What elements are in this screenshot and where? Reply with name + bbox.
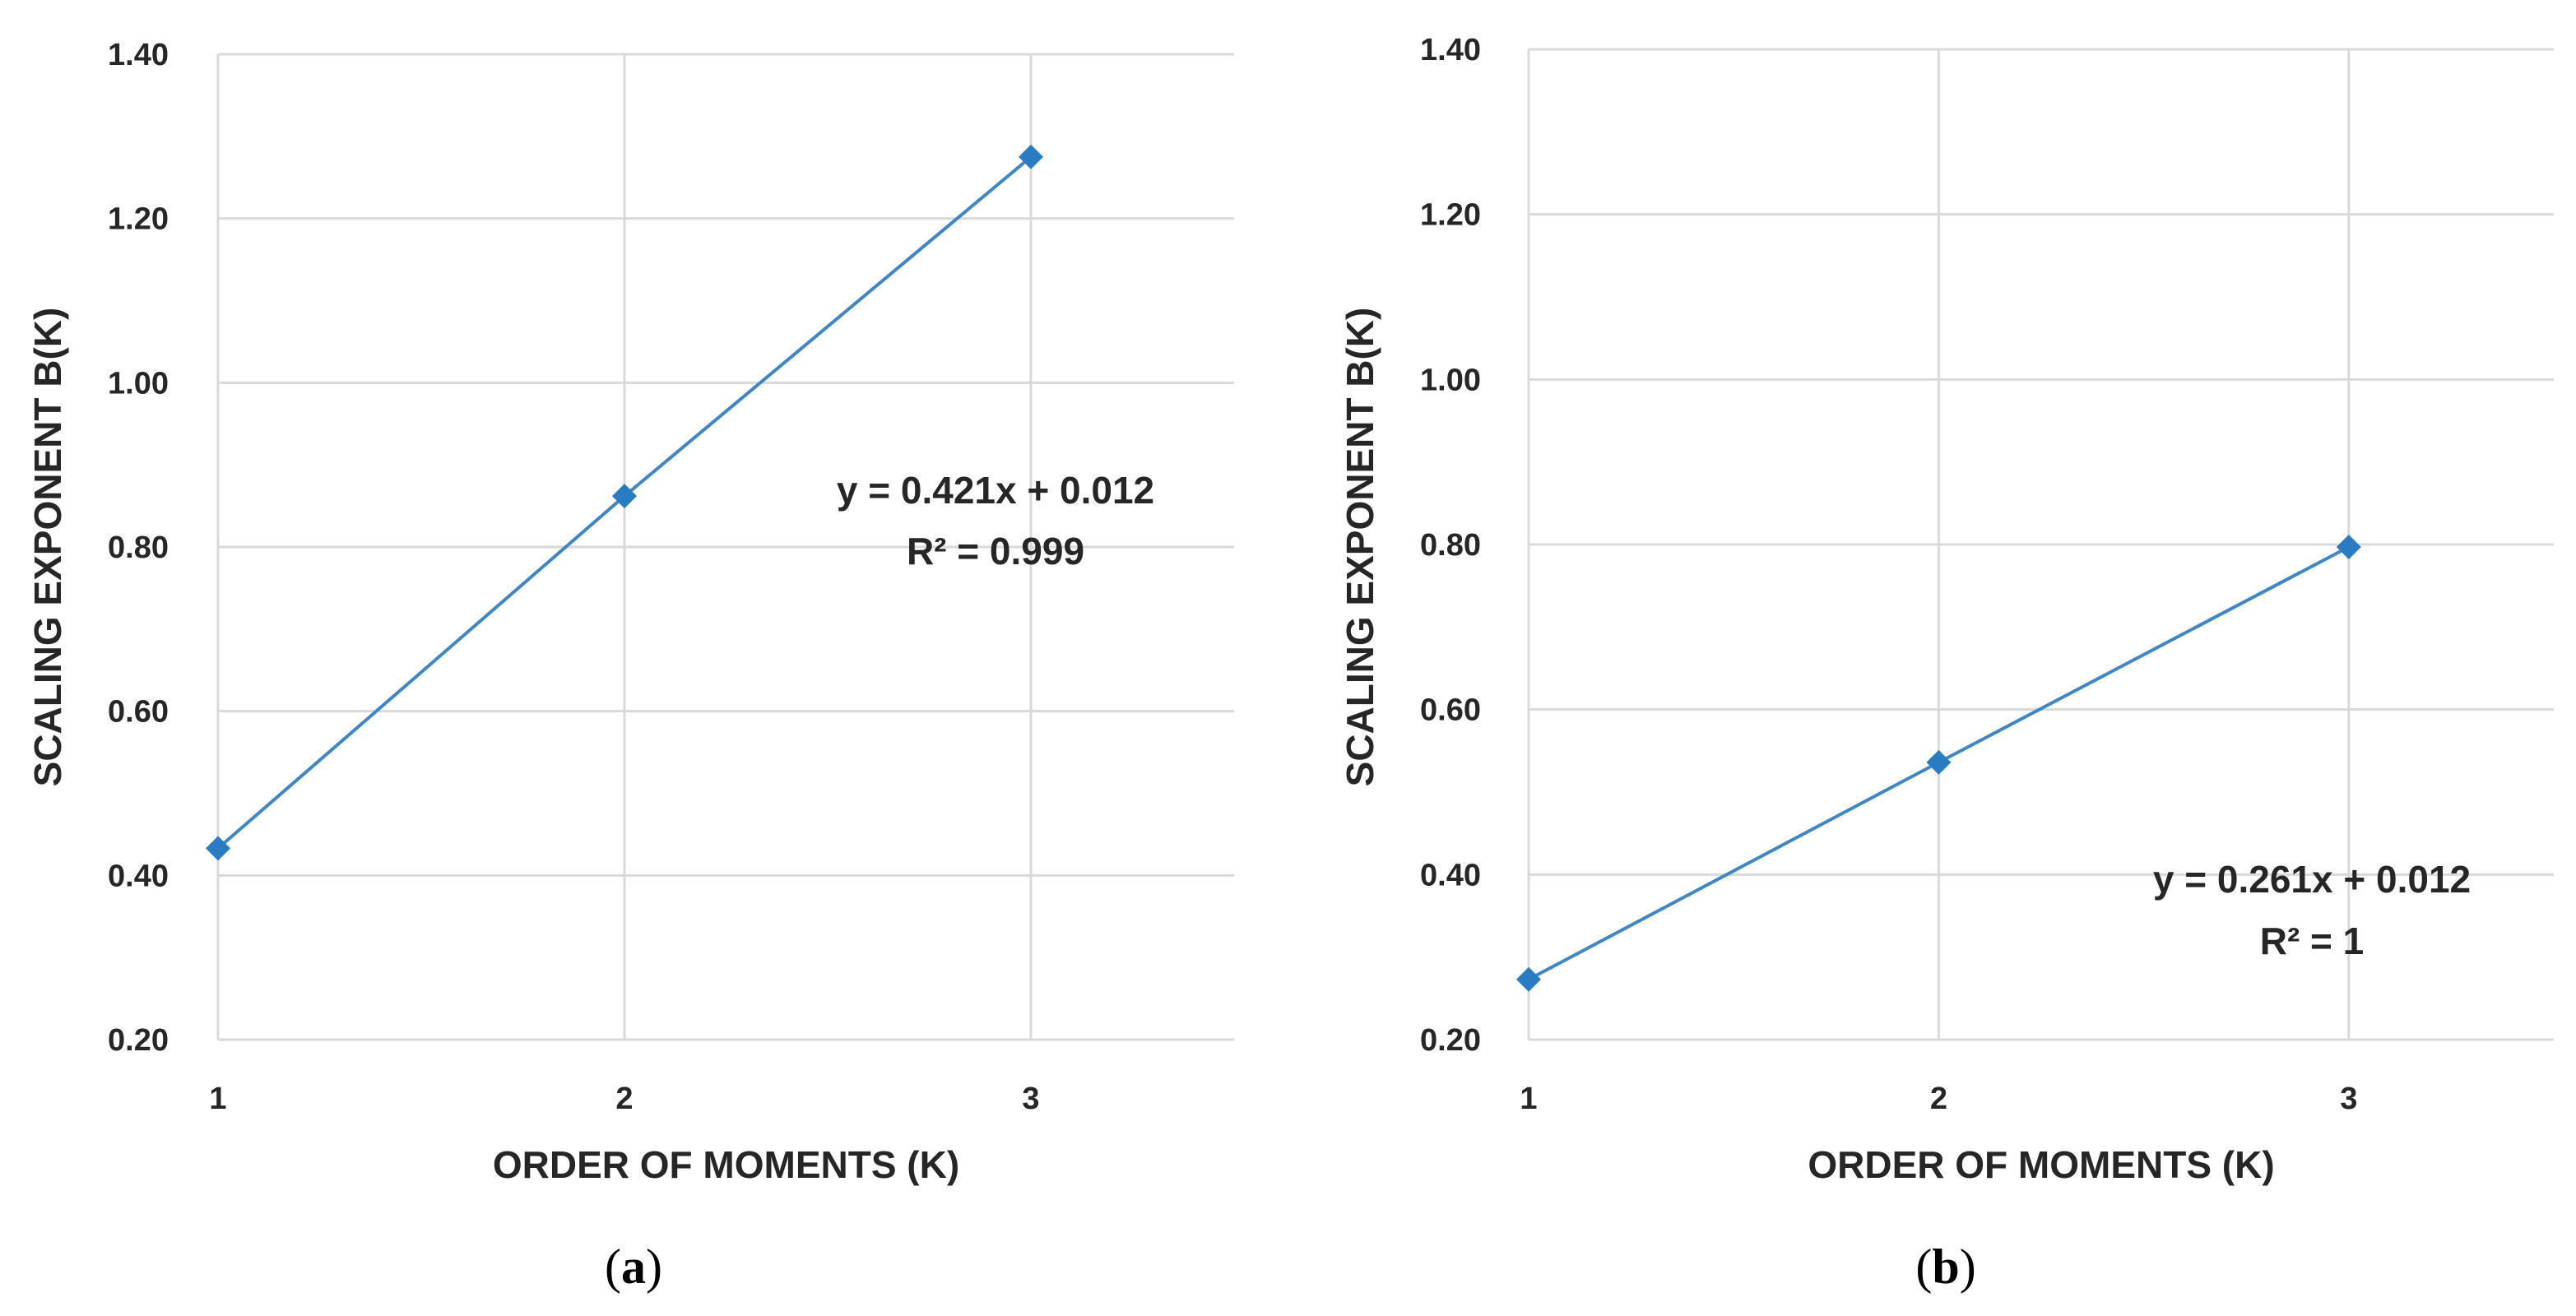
data-point-marker: [2336, 535, 2361, 560]
y-axis-title: SCALING EXPONENT B(K): [1339, 308, 1381, 787]
data-point-marker: [1516, 966, 1541, 992]
y-tick-label: 0.40: [108, 859, 169, 893]
x-tick-label: 1: [209, 1082, 226, 1116]
y-tick-label: 0.20: [108, 1023, 169, 1058]
data-point-marker: [206, 836, 230, 861]
y-tick-label: 0.80: [1420, 528, 1481, 563]
y-tick-label: 1.00: [108, 366, 169, 401]
x-tick-label: 2: [1930, 1082, 1947, 1116]
chart-panel-b: 0.20 0.40 0.60 0.80 1.00 1.20 1.40 1 2 3 ORDER OF …: [1339, 33, 2554, 1294]
y-axis-title: SCALING EXPONENT B(K): [26, 308, 69, 787]
r-squared-value: R² = 0.999: [907, 530, 1084, 572]
y-tick-label: 1.40: [108, 38, 169, 72]
y-tick-label: 1.40: [1420, 33, 1481, 67]
x-tick-label: 1: [1520, 1082, 1537, 1116]
panel-label: (b): [1915, 1240, 1975, 1294]
y-tick-label: 1.20: [1420, 198, 1481, 233]
chart-panel-a: 0.20 0.40 0.60 0.80 1.00 1.20 1.40 1 2 3 ORDER OF …: [26, 38, 1234, 1294]
data-point-marker: [1019, 144, 1043, 169]
trendline-equation: y = 0.421x + 0.012: [837, 469, 1154, 512]
r-squared-value: R² = 1: [2260, 920, 2365, 962]
x-axis-title: ORDER OF MOMENTS (K): [1808, 1143, 2274, 1186]
y-tick-label: 0.60: [108, 695, 169, 730]
data-point-marker: [612, 484, 637, 509]
y-tick-label: 0.80: [108, 531, 169, 565]
panel-label: (a): [605, 1240, 662, 1294]
y-tick-label: 1.20: [108, 202, 169, 237]
trendline-equation: y = 0.261x + 0.012: [2153, 858, 2471, 901]
y-tick-label: 0.20: [1420, 1023, 1481, 1058]
x-tick-label: 3: [2340, 1082, 2357, 1116]
y-tick-label: 0.60: [1420, 693, 1481, 728]
x-tick-label: 3: [1022, 1082, 1039, 1116]
x-axis-title: ORDER OF MOMENTS (K): [493, 1143, 959, 1186]
data-point-marker: [1926, 749, 1952, 775]
y-tick-label: 0.40: [1420, 858, 1481, 892]
x-tick-label: 2: [615, 1082, 633, 1116]
y-tick-label: 1.00: [1420, 363, 1481, 397]
